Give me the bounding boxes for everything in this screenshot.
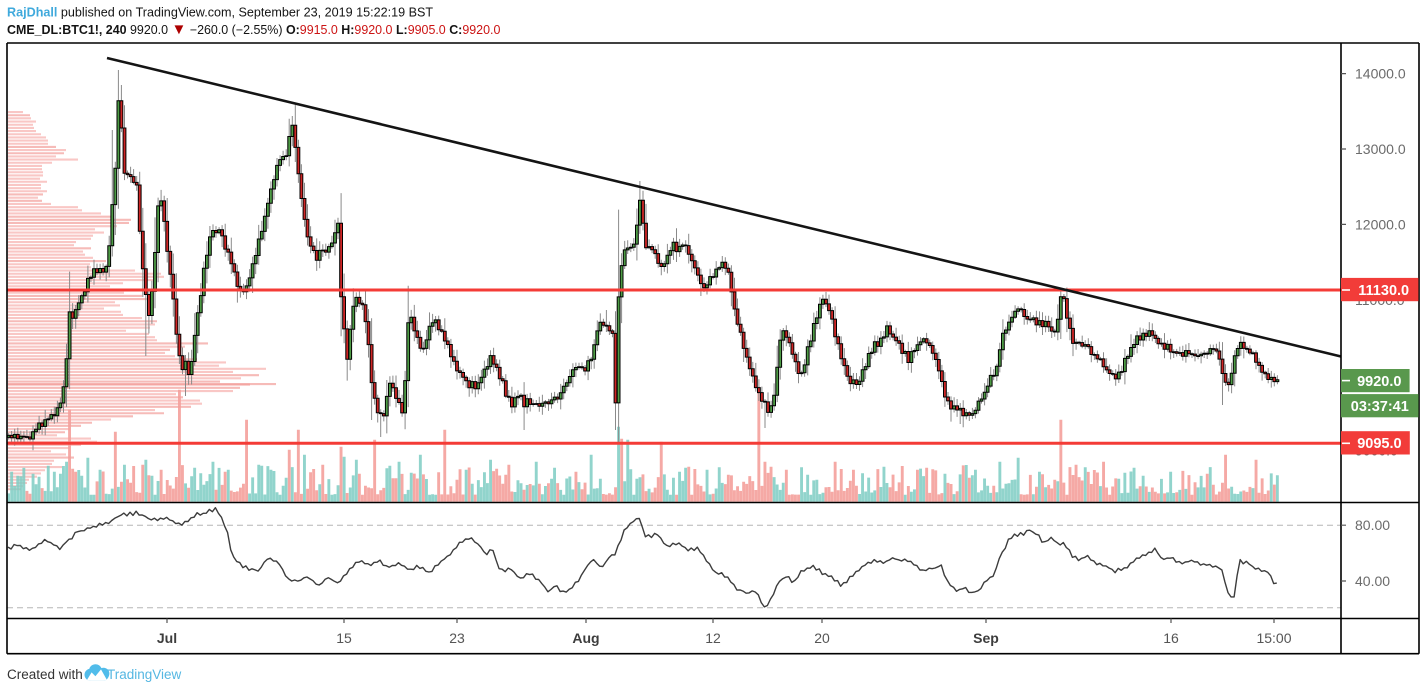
svg-text:TradingView: TradingView [107,667,182,682]
svg-text:23: 23 [449,630,465,646]
svg-text:15:00: 15:00 [1256,630,1291,646]
svg-text:RajDhall published on TradingV: RajDhall published on TradingView.com, S… [7,6,433,20]
svg-text:12: 12 [705,630,721,646]
svg-text:Aug: Aug [572,630,599,646]
svg-text:80.00: 80.00 [1355,517,1390,533]
svg-text:16: 16 [1163,630,1179,646]
svg-text:20: 20 [814,630,830,646]
svg-text:Created with: Created with [7,667,83,682]
svg-text:03:37:41: 03:37:41 [1351,399,1409,415]
svg-text:CME_DL:BTC1!, 240 9920.0 ▼ −26: CME_DL:BTC1!, 240 9920.0 ▼ −260.0 (−2.55… [7,21,500,38]
svg-text:15: 15 [336,630,352,646]
svg-text:9095.0: 9095.0 [1357,436,1401,452]
svg-text:9920.0: 9920.0 [1357,374,1401,390]
svg-text:14000.0: 14000.0 [1355,66,1406,82]
svg-text:Jul: Jul [157,630,177,646]
svg-text:12000.0: 12000.0 [1355,216,1406,232]
svg-text:13000.0: 13000.0 [1355,141,1406,157]
svg-text:40.00: 40.00 [1355,573,1390,589]
svg-text:Sep: Sep [973,630,999,646]
svg-text:11130.0: 11130.0 [1358,283,1409,299]
